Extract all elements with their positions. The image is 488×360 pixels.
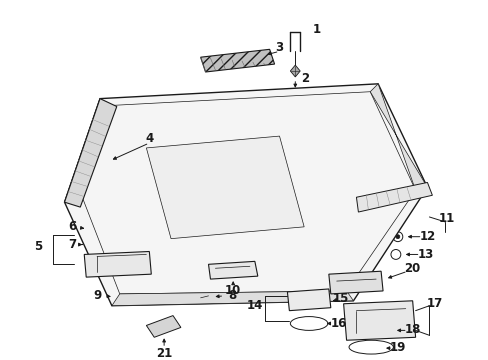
Polygon shape bbox=[146, 316, 181, 337]
Circle shape bbox=[395, 235, 399, 239]
Text: 12: 12 bbox=[419, 230, 435, 243]
Text: 10: 10 bbox=[224, 284, 241, 297]
Text: 3: 3 bbox=[275, 41, 283, 54]
Text: 13: 13 bbox=[416, 248, 433, 261]
Text: 4: 4 bbox=[145, 131, 153, 145]
Text: 17: 17 bbox=[426, 297, 442, 310]
Circle shape bbox=[88, 243, 91, 246]
Polygon shape bbox=[356, 183, 431, 212]
Polygon shape bbox=[343, 301, 415, 340]
Circle shape bbox=[118, 296, 122, 300]
Polygon shape bbox=[64, 99, 110, 202]
Text: 5: 5 bbox=[34, 240, 42, 253]
Text: 16: 16 bbox=[330, 317, 346, 330]
Text: 9: 9 bbox=[93, 289, 101, 302]
Polygon shape bbox=[369, 84, 427, 190]
Text: 6: 6 bbox=[68, 220, 77, 233]
Polygon shape bbox=[64, 99, 117, 207]
Text: 11: 11 bbox=[438, 212, 454, 225]
Polygon shape bbox=[200, 49, 274, 72]
Polygon shape bbox=[287, 289, 330, 311]
Text: 8: 8 bbox=[227, 289, 236, 302]
Text: 21: 21 bbox=[156, 347, 172, 360]
Polygon shape bbox=[112, 291, 353, 306]
Text: 15: 15 bbox=[332, 292, 348, 305]
Text: 19: 19 bbox=[389, 341, 405, 354]
Polygon shape bbox=[84, 252, 151, 277]
Text: 7: 7 bbox=[68, 238, 76, 251]
Text: 14: 14 bbox=[246, 299, 263, 312]
Text: 1: 1 bbox=[312, 23, 321, 36]
Text: 2: 2 bbox=[301, 72, 308, 85]
Polygon shape bbox=[208, 261, 257, 279]
Text: 20: 20 bbox=[404, 262, 420, 275]
Polygon shape bbox=[64, 84, 427, 306]
Polygon shape bbox=[290, 65, 300, 77]
Text: 18: 18 bbox=[404, 323, 420, 336]
Polygon shape bbox=[328, 271, 382, 294]
Polygon shape bbox=[146, 136, 304, 239]
